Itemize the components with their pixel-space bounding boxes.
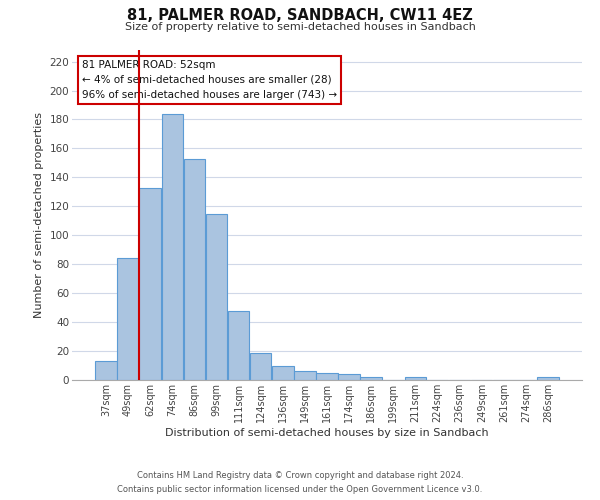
Y-axis label: Number of semi-detached properties: Number of semi-detached properties [34,112,44,318]
Bar [139,188,161,380]
Bar [361,377,382,380]
Bar [161,114,183,380]
Bar [250,352,271,380]
Bar [117,258,139,380]
Text: Size of property relative to semi-detached houses in Sandbach: Size of property relative to semi-detach… [125,22,475,32]
X-axis label: Distribution of semi-detached houses by size in Sandbach: Distribution of semi-detached houses by … [165,428,489,438]
Text: 81, PALMER ROAD, SANDBACH, CW11 4EZ: 81, PALMER ROAD, SANDBACH, CW11 4EZ [127,8,473,22]
Bar [405,377,426,380]
Bar [316,373,338,380]
Text: 81 PALMER ROAD: 52sqm
← 4% of semi-detached houses are smaller (28)
96% of semi-: 81 PALMER ROAD: 52sqm ← 4% of semi-detac… [82,60,337,100]
Bar [272,366,293,380]
Bar [95,361,116,380]
Text: Contains HM Land Registry data © Crown copyright and database right 2024.
Contai: Contains HM Land Registry data © Crown c… [118,472,482,494]
Bar [228,310,249,380]
Bar [338,374,360,380]
Bar [206,214,227,380]
Bar [294,372,316,380]
Bar [184,158,205,380]
Bar [538,377,559,380]
